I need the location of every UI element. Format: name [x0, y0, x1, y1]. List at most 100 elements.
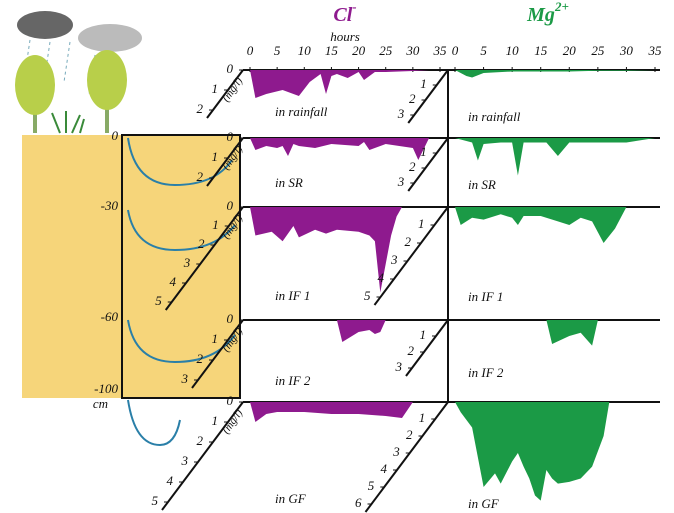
- depth-unit: cm: [93, 396, 108, 411]
- x-tick-label: 10: [506, 43, 520, 58]
- y-tick-label: 3: [397, 174, 405, 189]
- depth-label: 0: [112, 128, 119, 143]
- panel-label: in rainfall: [468, 109, 521, 124]
- x-tick-label: 0: [247, 43, 254, 58]
- x-tick-label: 15: [325, 43, 339, 58]
- x-tick-label: 30: [619, 43, 634, 58]
- depth-axis: [373, 206, 449, 306]
- y-tick-label: 1: [420, 144, 427, 159]
- y-tick-label: 2: [405, 234, 412, 249]
- scene-illustration: [15, 11, 241, 447]
- unit-label: (mg/l): [220, 407, 245, 436]
- y-tick-label: 2: [409, 159, 416, 174]
- y-tick-label: 1: [212, 81, 219, 96]
- concentration-area: [250, 402, 413, 422]
- y-tick-label: 3: [392, 444, 400, 459]
- y-tick-label: 0: [227, 311, 234, 326]
- panel-label: in SR: [468, 177, 496, 192]
- y-tick-label: 5: [364, 288, 371, 303]
- depth-label: -100: [94, 381, 118, 396]
- x-tick-label: 25: [379, 43, 393, 58]
- x-tick-label: 5: [480, 43, 487, 58]
- depth-axis: [364, 401, 449, 513]
- y-tick-label: 2: [198, 236, 205, 251]
- y-tick-label: 6: [355, 495, 362, 510]
- y-tick-label: 4: [170, 274, 177, 289]
- cloud: [78, 24, 142, 52]
- panel-label: in IF 2: [275, 373, 311, 388]
- y-tick-label: 3: [390, 252, 398, 267]
- concentration-area: [455, 70, 655, 78]
- depth-axis: [164, 206, 244, 311]
- y-tick-label: 0: [227, 61, 234, 76]
- y-tick-label: 2: [406, 427, 413, 442]
- x-tick-label: 15: [534, 43, 548, 58]
- depth-label: -60: [101, 309, 119, 324]
- y-tick-label: 1: [212, 413, 219, 428]
- y-tick-label: 1: [212, 217, 219, 232]
- depth-axis: [161, 401, 244, 511]
- y-tick-label: 1: [212, 331, 219, 346]
- concentration-area: [250, 207, 402, 293]
- species-name: Cl: [333, 4, 352, 26]
- species-title: Mg2+: [526, 0, 569, 26]
- y-tick-label: 3: [395, 359, 403, 374]
- depth-axis: [191, 319, 244, 389]
- soil-box: [121, 134, 241, 399]
- concentration-area: [455, 138, 655, 176]
- panel-label: in GF: [468, 496, 500, 511]
- y-tick-label: 3: [181, 453, 189, 468]
- y-tick-label: 3: [181, 371, 189, 386]
- concentration-area: [455, 402, 610, 501]
- panel-label: in SR: [275, 175, 303, 190]
- y-tick-label: 0: [227, 393, 234, 408]
- y-tick-label: 2: [197, 433, 204, 448]
- tree: [15, 55, 55, 115]
- panel-label: in IF 1: [468, 289, 503, 304]
- soil: [22, 135, 240, 398]
- x-tick-label: 20: [563, 43, 577, 58]
- y-tick-label: 0: [227, 198, 234, 213]
- y-tick-label: 1: [420, 327, 427, 342]
- y-tick-label: 1: [420, 76, 427, 91]
- x-tick-label: 25: [591, 43, 605, 58]
- x-tick-label: 35: [433, 43, 448, 58]
- x-tick-label: 5: [274, 43, 281, 58]
- x-tick-label: 20: [352, 43, 366, 58]
- y-tick-label: 2: [197, 169, 204, 184]
- depth-label: -30: [101, 198, 119, 213]
- y-tick-label: 5: [155, 293, 162, 308]
- concentration-area: [250, 138, 430, 160]
- y-tick-label: 2: [409, 91, 416, 106]
- y-tick-label: 2: [408, 343, 415, 358]
- y-tick-label: 4: [378, 270, 385, 285]
- y-tick-label: 3: [183, 255, 191, 270]
- y-tick-label: 5: [152, 493, 159, 508]
- concentration-area: [336, 320, 386, 342]
- y-tick-label: 3: [397, 106, 405, 121]
- trunk: [105, 90, 109, 133]
- x-tick-label: 30: [405, 43, 420, 58]
- grass: [51, 111, 85, 134]
- depth-axis: [407, 69, 449, 124]
- y-tick-label: 0: [227, 129, 234, 144]
- concentration-area: [546, 320, 598, 346]
- depth-axis: [407, 137, 449, 192]
- y-tick-label: 4: [381, 461, 388, 476]
- panel-label: in IF 1: [275, 288, 310, 303]
- species-charge: 2+: [554, 0, 569, 14]
- unit-label: (mg/l): [220, 75, 245, 104]
- concentration-area: [455, 207, 627, 243]
- y-tick-label: 1: [212, 149, 219, 164]
- y-tick-label: 2: [197, 101, 204, 116]
- x-axis-title: hours: [330, 29, 360, 44]
- x-tick-label: 35: [648, 43, 663, 58]
- species-name: Mg: [526, 4, 555, 26]
- cloud: [17, 11, 73, 39]
- concentration-area: [250, 70, 430, 98]
- flow-paths: [127, 137, 236, 447]
- panel-label: in rainfall: [275, 104, 328, 119]
- y-tick-label: 2: [197, 351, 204, 366]
- y-tick-label: 4: [167, 473, 174, 488]
